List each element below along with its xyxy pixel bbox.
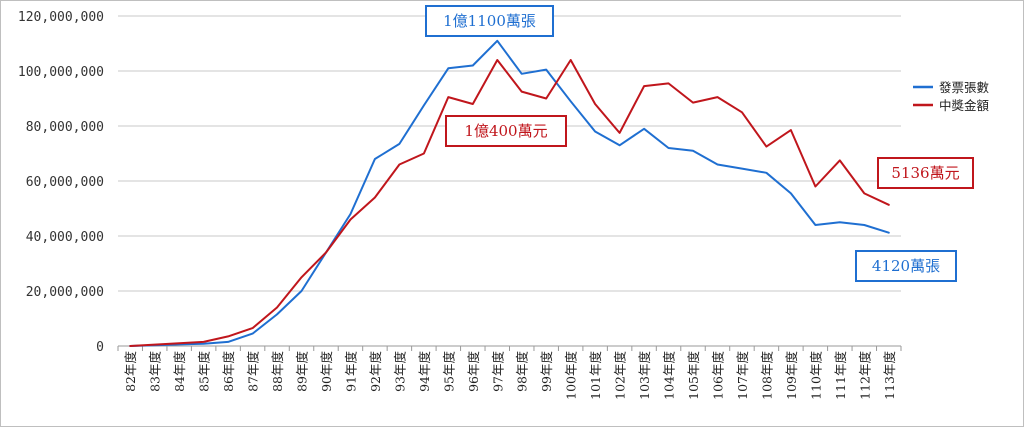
x-tick-label: 82年度 — [123, 351, 138, 392]
series-line-2 — [129, 59, 890, 347]
series-lines — [129, 39, 890, 347]
x-tick-label: 87年度 — [246, 351, 261, 392]
x-tick-label: 110年度 — [808, 351, 823, 400]
x-tick-label: 99年度 — [539, 351, 554, 392]
annotation-callout: 5136萬元 — [877, 157, 974, 189]
x-tick-label: 103年度 — [637, 351, 652, 400]
annotation-label: 4120萬張 — [872, 257, 940, 275]
annotation-box — [877, 157, 974, 189]
x-axis-ticks: 82年度 83年度 84年度 85年度 86年度 87年度 88年度 89年度 90年度 91年度… — [117, 345, 902, 400]
annotation-callout: 4120萬張 — [855, 250, 957, 282]
annotation-label: 1億1100萬張 — [443, 12, 536, 30]
series-line-1 — [129, 39, 890, 347]
x-tick-label: 95年度 — [441, 351, 456, 392]
x-tick-label: 89年度 — [295, 351, 310, 392]
x-tick-label: 100年度 — [564, 351, 579, 400]
x-tick-label: 97年度 — [490, 351, 505, 392]
annotations: 1億1100萬張 1億400萬元 5136萬元 4120萬張 — [425, 5, 974, 282]
x-tick-label: 90年度 — [319, 351, 334, 392]
y-tick-label: 60,000,000 — [26, 175, 104, 190]
y-axis-ticks: 0 20,000,000 40,000,000 60,000,000 80,000,00… — [18, 10, 104, 355]
gridlines — [118, 15, 901, 347]
x-tick-label: 96年度 — [466, 351, 481, 392]
y-tick-label: 120,000,000 — [18, 10, 104, 25]
y-tick-label: 100,000,000 — [18, 65, 104, 80]
y-tick-label: 20,000,000 — [26, 285, 104, 300]
x-tick-label: 84年度 — [172, 351, 187, 392]
x-tick-label: 102年度 — [613, 351, 628, 400]
x-tick-label: 88年度 — [270, 351, 285, 392]
x-tick-label: 113年度 — [882, 351, 897, 400]
x-tick-label: 93年度 — [392, 351, 407, 392]
x-tick-label: 85年度 — [197, 351, 212, 392]
x-tick-label: 108年度 — [759, 351, 774, 400]
annotation-box — [855, 250, 957, 282]
annotation-callout: 1億400萬元 — [445, 115, 567, 147]
y-tick-label: 80,000,000 — [26, 120, 104, 135]
x-tick-label: 104年度 — [662, 351, 677, 400]
y-tick-label: 0 — [96, 340, 104, 355]
x-tick-label: 105年度 — [686, 351, 701, 400]
x-tick-label: 111年度 — [833, 351, 848, 400]
annotation-label: 1億400萬元 — [464, 122, 547, 140]
x-tick-label: 109年度 — [784, 351, 799, 400]
annotation-label: 5136萬元 — [891, 164, 959, 182]
x-tick-label: 107年度 — [735, 351, 750, 400]
x-tick-label: 112年度 — [857, 351, 872, 400]
legend-label: 發票張數 — [939, 80, 990, 95]
annotation-callout: 1億1100萬張 — [425, 5, 554, 37]
x-tick-label: 101年度 — [588, 351, 603, 400]
x-tick-label: 86年度 — [221, 351, 236, 392]
x-tick-label: 98年度 — [515, 351, 530, 392]
x-tick-label: 91年度 — [343, 351, 358, 392]
legend-label: 中獎金額 — [939, 98, 990, 113]
x-tick-label: 83年度 — [148, 351, 163, 392]
x-tick-label: 92年度 — [368, 351, 383, 392]
y-tick-label: 40,000,000 — [26, 230, 104, 245]
annotation-box — [425, 5, 554, 37]
annotation-box — [445, 115, 567, 147]
x-tick-label: 106年度 — [710, 351, 725, 400]
x-tick-label: 94年度 — [417, 351, 432, 392]
